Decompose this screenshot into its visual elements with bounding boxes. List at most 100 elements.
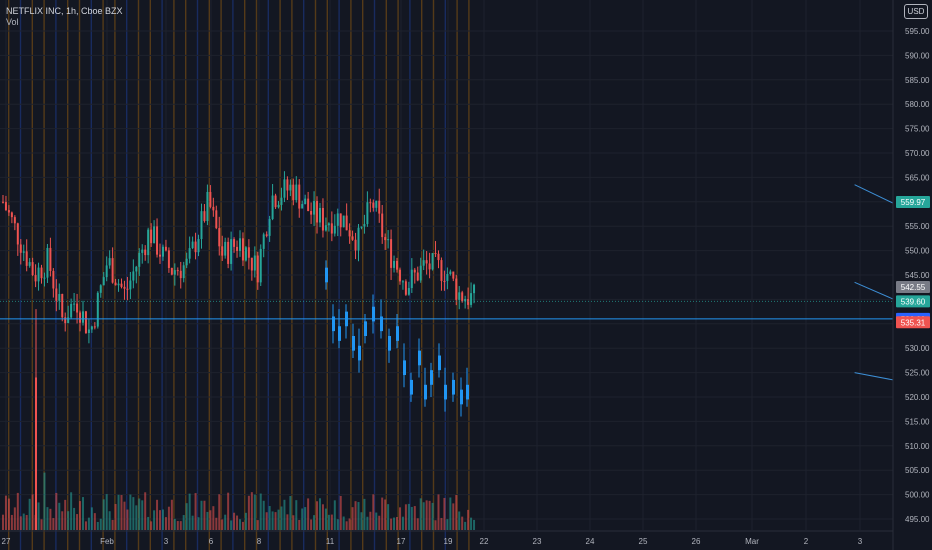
volume-bar xyxy=(268,506,271,530)
volume-bar xyxy=(265,512,268,530)
candle-body xyxy=(321,207,324,231)
ghost-bar xyxy=(358,345,361,361)
volume-bar xyxy=(99,518,102,530)
volume-label: Vol xyxy=(6,17,19,27)
volume-bar xyxy=(396,517,399,530)
volume-bar xyxy=(375,512,378,530)
candle-body xyxy=(416,272,419,281)
candle-body xyxy=(4,202,7,211)
candle-body xyxy=(458,292,461,300)
candle-body xyxy=(259,248,262,283)
ghost-bar xyxy=(338,326,341,341)
volume-bar xyxy=(161,509,164,530)
candle-body xyxy=(167,250,170,268)
volume-bar xyxy=(428,500,431,530)
candle-body xyxy=(40,267,43,279)
price-label-box xyxy=(896,280,930,293)
candle-body xyxy=(390,239,393,268)
volume-bar xyxy=(431,502,434,530)
ghost-bar xyxy=(444,384,447,400)
candle-body xyxy=(464,299,467,302)
volume-bar xyxy=(449,497,452,530)
candle-body xyxy=(173,270,176,275)
candle-body xyxy=(470,293,473,305)
price-tick-label: 565.00 xyxy=(905,173,930,182)
candle-body xyxy=(147,229,150,256)
volume-bar xyxy=(218,494,221,530)
candle-body xyxy=(274,195,277,208)
volume-bar xyxy=(384,499,387,530)
candle-body xyxy=(221,246,224,256)
candle-body xyxy=(7,210,10,213)
currency-button[interactable]: USD xyxy=(904,4,928,19)
volume-bar xyxy=(351,507,354,530)
volume-bar xyxy=(129,494,132,530)
candle-body xyxy=(318,207,321,223)
candle-body xyxy=(330,223,333,234)
candle-body xyxy=(218,228,221,247)
volume-bar xyxy=(401,516,404,530)
candle-body xyxy=(304,198,307,205)
candle-body xyxy=(25,251,28,266)
volume-bar xyxy=(25,515,28,530)
candle-body xyxy=(262,234,265,249)
candle-body xyxy=(81,311,84,323)
candle-body xyxy=(239,238,241,251)
candle-body xyxy=(61,293,64,318)
ghost-bar xyxy=(430,370,433,385)
candle-body xyxy=(372,202,375,208)
volume-bar xyxy=(342,516,345,530)
ghost-bar xyxy=(410,379,413,395)
volume-bar xyxy=(203,500,206,530)
price-tick-label: 575.00 xyxy=(905,125,930,134)
price-axis[interactable]: 595.00 590.00 585.00 580.00 575.00 570.00 565.… xyxy=(892,0,932,550)
candle-body xyxy=(298,184,301,209)
price-tick-label: 555.00 xyxy=(905,222,930,231)
candle-body xyxy=(241,238,244,261)
volume-bar xyxy=(473,519,476,530)
candle-body xyxy=(37,267,40,282)
volume-bar xyxy=(87,517,90,530)
candle-body xyxy=(31,262,34,276)
volume-bar xyxy=(310,519,313,530)
time-tick-label: 25 xyxy=(639,537,648,546)
time-axis[interactable]: 27 Feb 3 6 8 11 17 19 22 23 24 25 26 Mar 2 3 xyxy=(0,530,893,546)
volume-bar xyxy=(200,500,203,530)
price-tick-label: 595.00 xyxy=(905,27,930,36)
candle-body xyxy=(360,226,363,228)
candle-body xyxy=(102,277,105,286)
candle-body xyxy=(123,286,126,289)
volume-bar xyxy=(49,508,52,530)
candle-body xyxy=(96,292,99,327)
candle-body xyxy=(375,200,378,208)
volume-bar xyxy=(452,503,455,530)
candle-body xyxy=(224,241,227,256)
candle-body xyxy=(333,225,336,234)
candle-body xyxy=(73,303,76,305)
symbol-title[interactable]: NETFLIX INC, 1h, Cboe BZX xyxy=(6,6,123,16)
candle-body xyxy=(289,184,292,191)
candle-body xyxy=(105,265,108,278)
time-tick-label: 24 xyxy=(586,537,595,546)
candle-body xyxy=(13,217,16,224)
volume-bar xyxy=(141,500,144,530)
candle-body xyxy=(120,283,123,287)
candle-body xyxy=(126,288,129,290)
time-tick-label: 19 xyxy=(444,537,453,546)
volume-bar xyxy=(292,515,295,530)
volume-bar xyxy=(164,517,167,530)
volume-bar xyxy=(233,512,236,530)
candle-body xyxy=(280,197,283,205)
volume-bar xyxy=(304,507,307,530)
candle-body xyxy=(10,212,13,218)
volume-bar xyxy=(126,509,129,530)
candle-body xyxy=(206,191,209,222)
price-tick-label: 525.00 xyxy=(905,369,930,378)
volume-bar xyxy=(422,502,425,530)
volume-bar xyxy=(227,492,230,530)
volume-bar xyxy=(381,497,384,530)
candle-body xyxy=(159,254,162,257)
candle-body xyxy=(378,200,381,214)
price-tick-label: 590.00 xyxy=(905,51,930,60)
